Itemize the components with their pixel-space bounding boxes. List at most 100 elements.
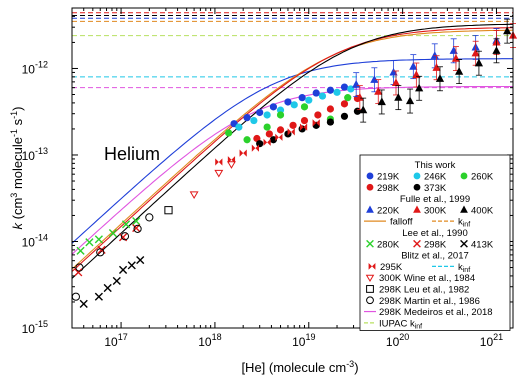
data-point [291,101,298,108]
data-point [228,156,235,163]
y-tick-label: 10-12 [22,59,48,76]
data-point [301,103,308,110]
legend-label: 298K Martin et al., 1986 [379,296,480,307]
data-point [301,117,308,124]
legend-label: 413K [471,239,494,250]
legend-label: 400K [471,205,494,216]
data-point [240,150,247,157]
data-point [327,105,334,112]
x-tick-label: 1020 [386,332,409,349]
data-point [243,136,250,143]
data-point [146,214,153,221]
data-point [264,139,271,146]
data-point [264,111,271,118]
data-point [215,158,222,165]
data-point [341,100,348,107]
x-tick-label: 1021 [480,332,503,349]
data-point [394,93,402,101]
data-point [492,46,500,54]
data-point [215,170,222,176]
data-point [243,114,250,121]
panel-label: Helium [104,144,160,164]
legend-row: Fulle et al., 1999 [400,194,470,205]
data-point [80,300,87,307]
series-lee-413k [80,256,144,307]
data-point [72,293,79,300]
data-point [119,266,126,273]
legend-header: Fulle et al., 1999 [400,194,470,205]
legend-header: Blitz et al., 2017 [401,251,469,262]
legend-row: 300K Wine et al., 1984 [367,273,476,284]
data-point [270,103,277,110]
data-point [235,124,242,131]
legend-label: 300K Wine et al., 1984 [379,273,475,284]
legend-label: 220K [377,205,400,216]
data-point [289,122,296,129]
legend-marker [414,184,421,191]
data-point [75,269,82,276]
data-point [370,75,378,83]
data-point [284,98,291,105]
data-point [378,97,386,105]
data-point [264,124,271,131]
legend-marker [367,184,374,191]
data-point [341,83,348,90]
legend-label: 219K [377,171,400,182]
legend-label: 298K [424,239,447,250]
data-point [256,140,263,147]
legend-label: 280K [377,239,400,250]
data-point [250,117,257,124]
legend-label: 298K Leu et al., 1982 [379,284,469,295]
series-wine-1984 [191,162,236,198]
legend-label: 298K [377,183,400,194]
legend-row: Lee et al., 1990 [402,228,468,239]
data-point [95,293,102,300]
data-point [137,256,144,263]
series-fulle-300k [356,24,517,110]
legend-label: 298K Medeiros et al., 2018 [379,307,493,318]
legend-marker [414,173,421,180]
data-point [313,89,320,96]
data-point [277,126,284,133]
legend-label: 295K [380,262,403,273]
legend-header: Lee et al., 1990 [402,228,468,239]
data-point [299,94,306,101]
data-point [252,145,259,152]
legend-row: 280K 298K 413K [367,239,494,250]
data-point [305,97,312,104]
data-point [266,130,273,137]
data-point [314,111,321,118]
data-point [128,262,135,269]
x-tick-label: 1018 [198,332,221,349]
data-point [333,89,340,96]
data-point [165,207,172,214]
data-point [95,236,102,243]
data-point [256,109,263,116]
data-point [406,96,414,104]
legend-row: This work [415,160,456,171]
data-point [327,118,334,125]
data-point [344,94,351,101]
data-point [225,129,232,136]
legend-row: 298K Martin et al., 1986 [367,296,480,307]
data-point [77,247,84,254]
data-point [104,284,111,291]
data-point [191,192,198,198]
legend-label: 300K [424,205,447,216]
data-point [228,162,235,168]
y-tick-label: 10-14 [22,232,48,249]
series-leu-1982 [165,207,172,214]
x-tick-label: 1017 [104,332,127,349]
data-point [319,92,326,99]
data-point [341,113,348,120]
legend-marker [461,173,468,180]
data-point [86,239,93,246]
data-point [275,134,282,141]
data-point [450,46,458,54]
legend-header: This work [415,160,456,171]
legend-row: Blitz et al., 2017 [401,251,469,262]
legend-marker [367,173,374,180]
data-point [436,74,444,82]
